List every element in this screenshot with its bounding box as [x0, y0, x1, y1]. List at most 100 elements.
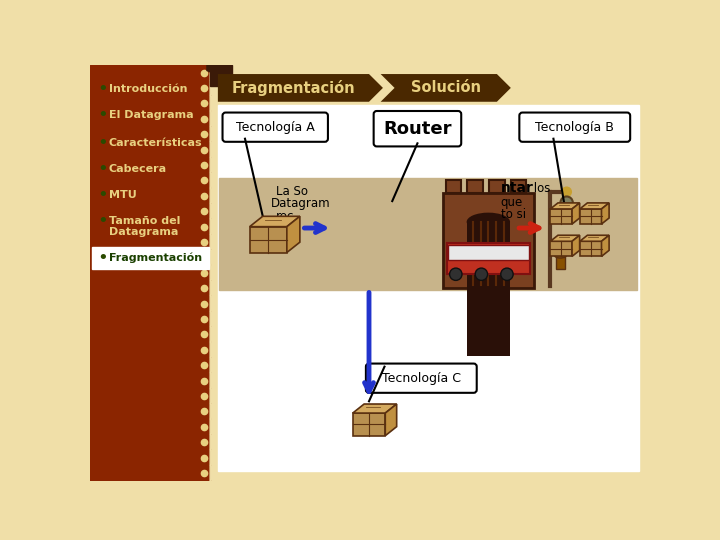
Polygon shape: [210, 403, 221, 419]
Bar: [90, 65, 210, 481]
Polygon shape: [210, 327, 221, 342]
Text: •: •: [98, 249, 109, 267]
Text: Tamaño del: Tamaño del: [109, 216, 180, 226]
Polygon shape: [210, 188, 221, 204]
Polygon shape: [601, 235, 609, 256]
Text: •: •: [98, 212, 109, 230]
Circle shape: [560, 197, 573, 209]
Polygon shape: [210, 142, 221, 157]
Polygon shape: [210, 96, 221, 111]
Text: Tecnología C: Tecnología C: [382, 372, 461, 384]
Bar: [580, 241, 601, 256]
Text: La So: La So: [276, 185, 308, 198]
Text: Solución: Solución: [410, 80, 481, 96]
Polygon shape: [210, 373, 221, 388]
Polygon shape: [550, 203, 580, 209]
Text: •: •: [98, 186, 109, 204]
Polygon shape: [550, 235, 580, 241]
Polygon shape: [580, 235, 609, 241]
Polygon shape: [210, 388, 221, 403]
Circle shape: [500, 268, 513, 280]
Text: •: •: [98, 80, 109, 98]
FancyBboxPatch shape: [519, 112, 630, 142]
Polygon shape: [353, 404, 397, 413]
Polygon shape: [210, 234, 221, 249]
Polygon shape: [385, 404, 397, 436]
Text: •: •: [98, 160, 109, 178]
Text: Fragmentación: Fragmentación: [109, 253, 202, 264]
Bar: [580, 209, 601, 224]
Bar: [446, 179, 462, 193]
Bar: [467, 179, 483, 193]
Polygon shape: [210, 419, 221, 434]
Bar: [448, 245, 528, 260]
Bar: [220, 178, 637, 289]
Polygon shape: [210, 219, 221, 234]
Text: Fragmentación: Fragmentación: [232, 80, 355, 96]
Polygon shape: [572, 203, 580, 224]
Polygon shape: [210, 311, 221, 327]
Bar: [443, 193, 534, 288]
FancyBboxPatch shape: [366, 363, 477, 393]
Text: los: los: [530, 182, 551, 195]
Polygon shape: [210, 357, 221, 373]
Bar: [510, 179, 526, 193]
Polygon shape: [210, 342, 221, 357]
Polygon shape: [210, 280, 221, 296]
Polygon shape: [601, 203, 609, 224]
Text: ntar: ntar: [500, 181, 534, 195]
Polygon shape: [250, 217, 300, 227]
Polygon shape: [210, 465, 221, 481]
Polygon shape: [210, 481, 221, 496]
Polygon shape: [210, 296, 221, 311]
Bar: [353, 413, 385, 436]
Bar: [250, 227, 287, 253]
Polygon shape: [210, 249, 221, 265]
Polygon shape: [210, 450, 221, 465]
Text: •: •: [98, 133, 109, 152]
Bar: [210, 65, 232, 86]
Polygon shape: [210, 65, 221, 80]
FancyBboxPatch shape: [374, 111, 462, 146]
Text: que: que: [500, 195, 523, 209]
Text: Tecnología B: Tecnología B: [536, 120, 614, 134]
Bar: [550, 209, 572, 224]
Polygon shape: [218, 74, 383, 102]
Text: rec: rec: [276, 210, 294, 222]
Bar: [467, 222, 510, 356]
Bar: [556, 255, 565, 269]
Text: •: •: [98, 106, 109, 124]
Polygon shape: [210, 126, 221, 142]
Polygon shape: [210, 65, 232, 86]
Bar: [446, 244, 530, 274]
Text: Introducción: Introducción: [109, 84, 187, 93]
Text: to si: to si: [500, 208, 526, 221]
Circle shape: [561, 186, 572, 197]
Polygon shape: [580, 203, 609, 209]
Text: El Datagrama: El Datagrama: [109, 110, 193, 120]
Bar: [550, 241, 572, 256]
Ellipse shape: [467, 213, 510, 231]
Text: Datagrama: Datagrama: [109, 227, 178, 237]
Text: Datagram: Datagram: [271, 197, 330, 210]
Text: Tecnología A: Tecnología A: [236, 120, 315, 134]
Text: Cabecera: Cabecera: [109, 164, 167, 174]
Polygon shape: [210, 173, 221, 188]
Text: Router: Router: [383, 120, 451, 138]
Polygon shape: [381, 74, 510, 102]
Polygon shape: [210, 111, 221, 126]
Circle shape: [449, 268, 462, 280]
Ellipse shape: [554, 252, 567, 258]
Text: Características: Características: [109, 138, 202, 147]
Polygon shape: [210, 265, 221, 280]
Polygon shape: [210, 204, 221, 219]
Text: MTU: MTU: [109, 190, 136, 200]
FancyBboxPatch shape: [222, 112, 328, 142]
Bar: [218, 105, 639, 470]
Polygon shape: [210, 157, 221, 173]
Polygon shape: [287, 217, 300, 253]
Polygon shape: [206, 65, 221, 77]
Bar: [489, 179, 505, 193]
Bar: [91, 247, 209, 269]
Polygon shape: [210, 80, 221, 96]
